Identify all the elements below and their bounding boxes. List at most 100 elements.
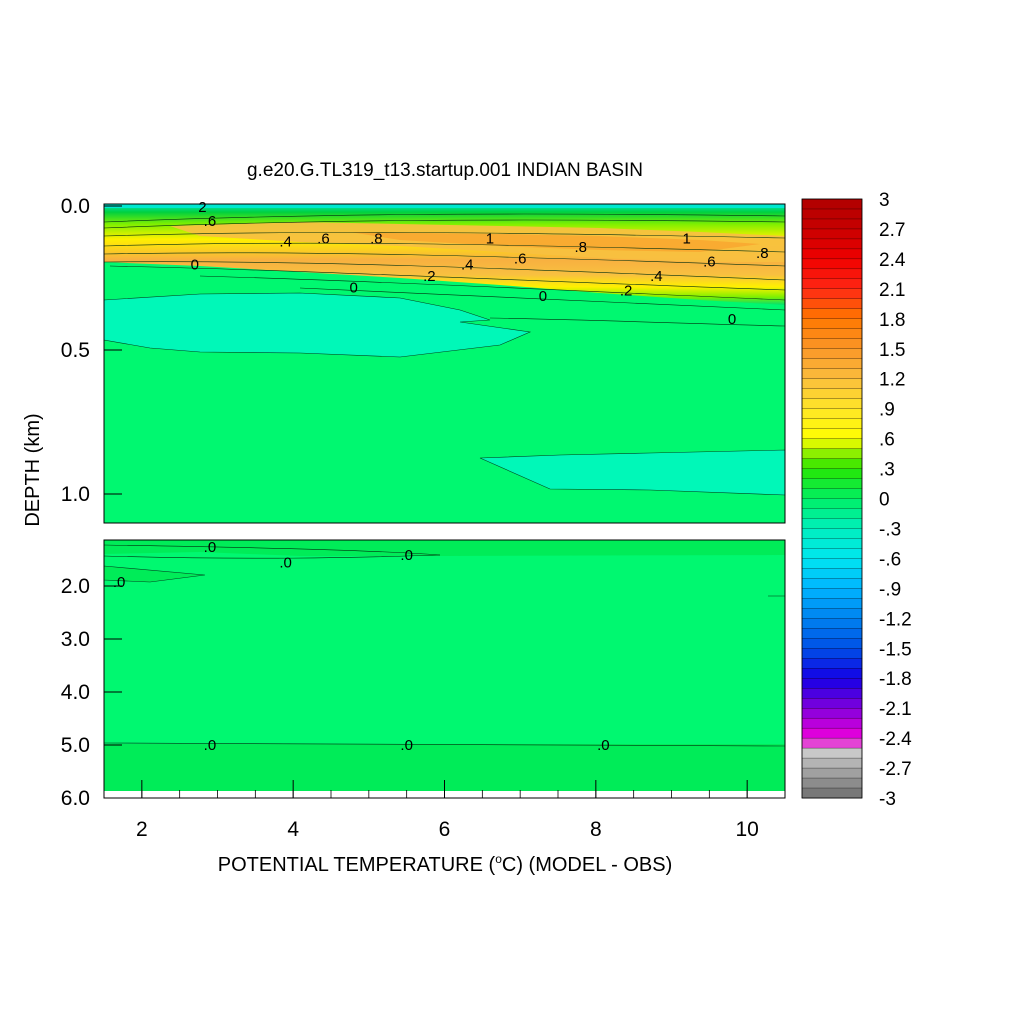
colorbar-bin (801, 777, 863, 789)
colorbar-tick-label: -.6 (879, 549, 901, 570)
colorbar-bin (801, 208, 863, 220)
colorbar-tick-label: 1.8 (879, 310, 905, 331)
x-tick-label: 2 (136, 818, 148, 841)
lower-top-green-band (104, 540, 785, 556)
colorbar-bin (801, 668, 863, 679)
y-tick-label: 0.0 (61, 195, 90, 218)
colorbar-bin (801, 328, 863, 340)
contour-label: .8 (574, 239, 587, 256)
contour-label: .8 (756, 245, 769, 262)
colorbar-bin (801, 338, 863, 350)
colorbar-bin (801, 288, 863, 300)
contour-label: .0 (279, 555, 292, 572)
colorbar-bin (801, 618, 863, 629)
colorbar-bin (801, 398, 863, 410)
contour-labels: .6.8 1.81.8.40.2.4.6.6.4.2000.62.0.0.0.0.… (113, 199, 769, 754)
colorbar-bin (801, 628, 863, 639)
colorbar-tick-label: -1.8 (879, 669, 912, 690)
colorbar-bin (801, 767, 863, 779)
x-tick-label: 8 (590, 818, 602, 841)
colorbar-bin (801, 488, 863, 499)
contour-label: .0 (597, 737, 610, 754)
colorbar-bin (801, 308, 863, 320)
colorbar-tick-label: 2.4 (879, 250, 906, 271)
y-tick-label: 6.0 (61, 787, 90, 810)
colorbar-bin (801, 558, 863, 569)
contour-label: 2 (198, 199, 206, 216)
contour-label: .8 (370, 230, 383, 247)
colorbar-bin (801, 727, 863, 739)
colorbar-bin (801, 498, 863, 509)
colorbar-bin (801, 268, 863, 280)
colorbar-bin (801, 408, 863, 420)
colorbar-tick-label: -1.5 (879, 639, 912, 660)
contour-label: .0 (204, 737, 217, 754)
colorbar-tick-label: -2.1 (879, 699, 912, 720)
colorbar-bin (801, 698, 863, 709)
colorbar-frame (801, 198, 863, 799)
colorbar-bin (801, 787, 863, 799)
colorbar-bin (801, 278, 863, 290)
colorbar-bin (801, 747, 863, 759)
colorbar-bin (801, 528, 863, 539)
colorbar-bin (801, 348, 863, 360)
colorbar-bin (801, 298, 863, 310)
colorbar-tick-label: -.9 (879, 579, 901, 600)
colorbar-bin (801, 717, 863, 729)
contour-label: .6 (317, 230, 330, 247)
contour-label: 1 (486, 230, 494, 247)
colorbar-bin (801, 228, 863, 240)
x-tick-label: 10 (735, 818, 758, 841)
y-tick-label: 2.0 (61, 575, 90, 598)
colorbar-bin (801, 608, 863, 619)
contour-label: 1 (682, 230, 690, 247)
cyan-region-upper-left (103, 292, 532, 358)
colorbar-bin (801, 448, 863, 460)
colorbar-tick-label: 2.1 (879, 280, 905, 301)
contour-label: .6 (703, 253, 716, 270)
orange-core-inner (350, 232, 760, 252)
x-axis-label: POTENTIAL TEMPERATURE (oC) (MODEL - OBS) (218, 852, 673, 876)
contour-label: .0 (400, 547, 413, 564)
colorbar: 3 2.7 2.4 2.1 1.8 1.5 1.2 .9 .6 .3 0 -.3 -.6 -.9 -1.2 -… (801, 190, 912, 810)
colorbar-bin (801, 478, 863, 489)
x-axis-label-superscript: o (495, 852, 502, 866)
contour-label: 0 (539, 288, 547, 305)
contour-label: .0 (113, 574, 126, 591)
y-tick-label: 0.5 (61, 339, 90, 362)
colorbar-tick-label: 0 (879, 490, 890, 511)
colorbar-bin (801, 658, 863, 669)
colorbar-bin (801, 428, 863, 440)
contour-label: .4 (279, 233, 292, 250)
y-tick-label: 3.0 (61, 628, 90, 651)
colorbar-tick-label: 3 (879, 190, 890, 211)
colorbar-bin (801, 258, 863, 270)
colorbar-bin (801, 638, 863, 649)
surface-cyan-strip (104, 204, 785, 208)
colorbar-bin (801, 438, 863, 450)
colorbar-tick-label: -3 (879, 789, 896, 810)
colorbar-bin (801, 358, 863, 370)
contour-label: .0 (204, 539, 217, 556)
colorbar-tick-label: .9 (879, 400, 895, 421)
colorbar-bin (801, 648, 863, 659)
x-tick-label: 4 (287, 818, 299, 841)
colorbar-bin (801, 388, 863, 400)
y-tick-label: 4.0 (61, 681, 90, 704)
colorbar-bin (801, 588, 863, 599)
x-axis-label-suffix: C) (MODEL - OBS) (502, 854, 672, 876)
colorbar-tick-label: -2.4 (879, 729, 912, 750)
colorbar-bin (801, 568, 863, 579)
contour-label: .6 (514, 251, 527, 268)
colorbar-bin (801, 538, 863, 549)
colorbar-bin (801, 248, 863, 260)
colorbar-bin (801, 508, 863, 519)
colorbar-tick-label: 1.5 (879, 340, 905, 361)
contour-label: .4 (650, 268, 663, 285)
colorbar-bin (801, 678, 863, 689)
colorbar-bin (801, 708, 863, 719)
x-axis-label-prefix: POTENTIAL TEMPERATURE ( (218, 854, 496, 876)
colorbar-tick-label: .6 (879, 430, 895, 451)
colorbar-tick-label: -1.2 (879, 609, 912, 630)
